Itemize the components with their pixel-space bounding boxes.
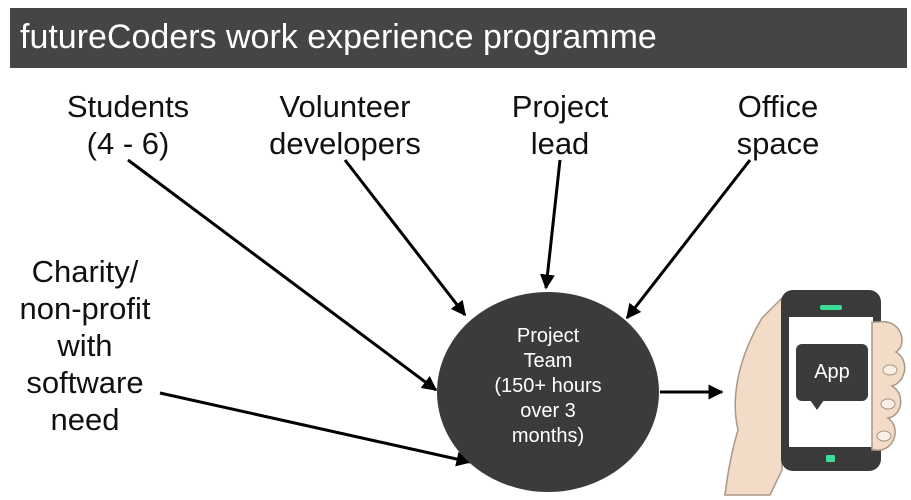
label-office-line: space	[736, 126, 820, 161]
team-line: (150+ hours	[494, 375, 602, 397]
team-line: Project	[516, 325, 580, 347]
team-line: Team	[523, 350, 573, 372]
label-charity-line: software	[26, 365, 144, 400]
label-charity-line: with	[57, 328, 113, 363]
project-team-circle: Project Team (150+ hours over 3 months)	[437, 292, 659, 492]
label-project-lead-line: Project	[511, 89, 609, 124]
project-team-text: Project Team (150+ hours over 3 months)	[437, 324, 659, 449]
label-charity-line: non-profit	[19, 291, 151, 326]
team-line: months)	[511, 425, 585, 447]
fingernail	[876, 430, 892, 442]
label-students-line: Students	[66, 89, 190, 124]
fingernail	[880, 398, 896, 410]
label-office-line: Office	[737, 89, 819, 124]
title-bar: futureCoders work experience programme	[10, 8, 907, 68]
label-volunteers-line: developers	[269, 126, 421, 161]
label-office-space: Office space	[708, 88, 848, 162]
label-charity-line: need	[50, 402, 120, 437]
hand-shape	[724, 296, 783, 496]
arrow-students-to-team	[127, 158, 438, 392]
arrow-volunteers-to-team	[343, 159, 467, 317]
label-volunteers: Volunteer developers	[255, 88, 435, 162]
label-students: Students (4 - 6)	[48, 88, 208, 162]
label-charity: Charity/ non-profit with software need	[10, 253, 160, 438]
label-project-lead-line: lead	[530, 126, 590, 161]
arrow-charity-to-team	[159, 391, 472, 467]
page-title: futureCoders work experience programme	[20, 18, 657, 56]
label-volunteers-line: Volunteer	[279, 89, 411, 124]
team-line: over 3	[520, 400, 576, 422]
fingernail	[882, 364, 898, 376]
label-project-lead: Project lead	[490, 88, 630, 162]
app-speech-bubble: App	[796, 344, 868, 410]
label-students-line: (4 - 6)	[86, 126, 170, 161]
arrow-office-to-team	[625, 159, 752, 320]
label-charity-line: Charity/	[31, 254, 139, 289]
fingers-shape	[871, 320, 906, 451]
arrow-lead-to-team	[540, 159, 562, 290]
phone-home-button	[826, 455, 835, 462]
phone-speaker	[820, 305, 842, 310]
